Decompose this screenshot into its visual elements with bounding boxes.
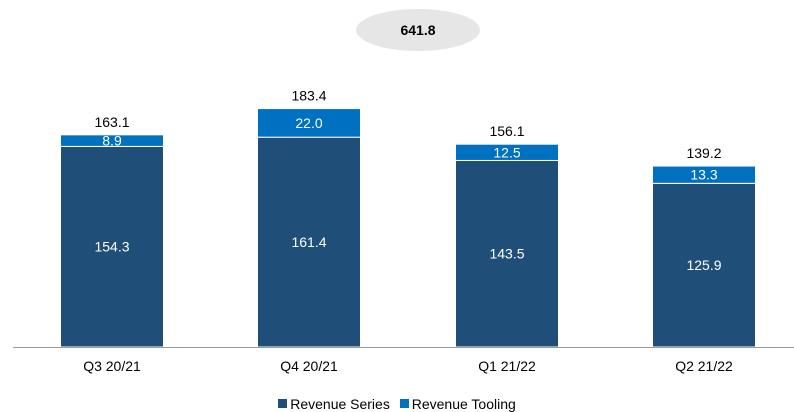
- data-label-revenue-tooling-1: 22.0: [295, 115, 322, 131]
- x-tick-label-0: Q3 20/21: [83, 358, 141, 374]
- overall-total-badge: 641.8: [356, 9, 480, 51]
- x-tick-label-3: Q2 21/22: [675, 358, 733, 374]
- data-label-revenue-series-3: 125.9: [686, 257, 721, 273]
- legend-swatch-revenue-tooling: [399, 399, 409, 408]
- data-label-revenue-tooling-3: 13.3: [690, 167, 717, 183]
- total-label-3: 139.2: [686, 145, 721, 161]
- legend-swatch-revenue-series: [278, 399, 288, 408]
- legend-item-revenue-tooling: Revenue Tooling: [399, 395, 516, 412]
- x-tick-label-2: Q1 21/22: [478, 358, 536, 374]
- bar-revenue-tooling-0: [60, 134, 164, 147]
- total-label-0: 163.1: [94, 114, 129, 130]
- data-label-revenue-tooling-2: 12.5: [493, 144, 520, 160]
- legend: Revenue Series Revenue Tooling: [0, 395, 794, 412]
- total-label-2: 156.1: [489, 123, 524, 139]
- data-label-revenue-series-1: 161.4: [291, 234, 326, 250]
- bar-revenue-tooling-1: [257, 108, 361, 138]
- bar-revenue-tooling-2: [455, 143, 559, 161]
- legend-label-revenue-tooling: Revenue Tooling: [411, 395, 516, 412]
- total-label-1: 183.4: [291, 88, 326, 104]
- data-label-revenue-tooling-0: 8.9: [102, 133, 122, 149]
- x-tick-label-1: Q4 20/21: [280, 358, 338, 374]
- bar-revenue-tooling-3: [652, 165, 756, 184]
- bar-revenue-series-0: [60, 145, 164, 348]
- stacked-bar-chart: 154.3 8.9 163.1 Q3 20/21 161.4 22.0 183.4 Q4 20…: [13, 88, 794, 374]
- data-label-revenue-series-0: 154.3: [94, 239, 129, 255]
- overall-total-value: 641.8: [400, 22, 436, 38]
- data-label-revenue-series-2: 143.5: [489, 246, 524, 262]
- legend-label-revenue-series: Revenue Series: [290, 395, 390, 412]
- legend-item-revenue-series: Revenue Series: [278, 396, 390, 412]
- bar-revenue-series-2: [455, 159, 559, 348]
